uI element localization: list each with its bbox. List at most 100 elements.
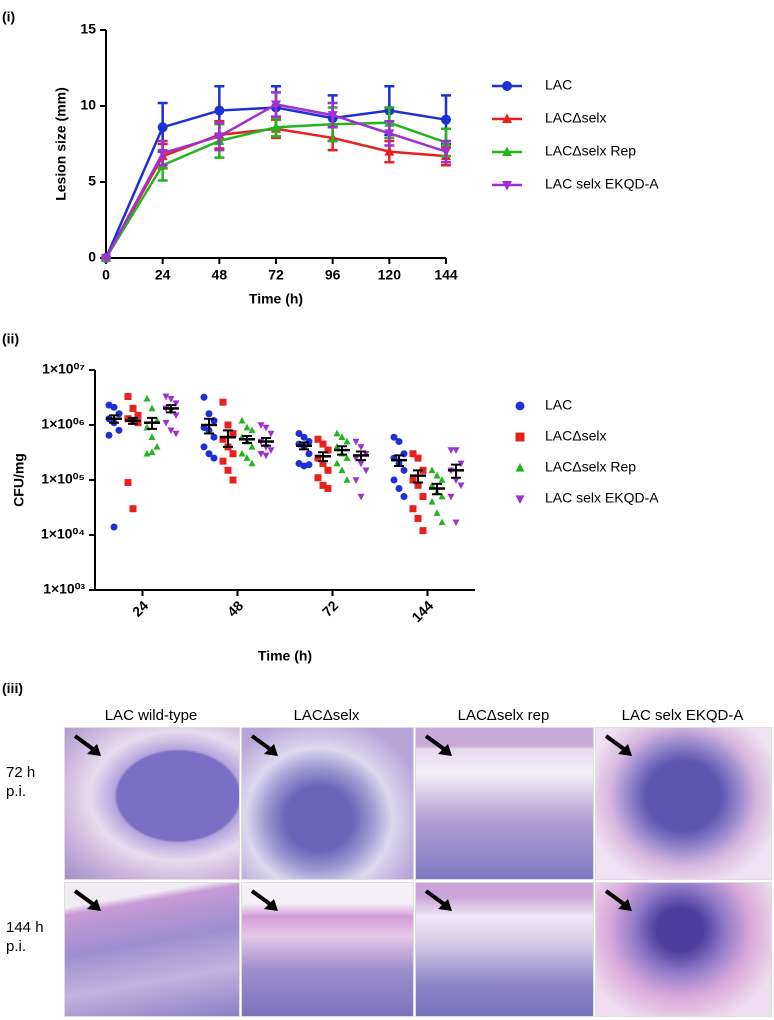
x-tick-label: 48 xyxy=(224,597,246,619)
marker xyxy=(305,450,313,458)
marker xyxy=(224,466,232,474)
marker xyxy=(105,431,113,439)
error-bar xyxy=(128,416,138,425)
marker xyxy=(314,474,322,482)
marker xyxy=(357,460,365,468)
marker xyxy=(271,121,281,132)
x-tick-label: 120 xyxy=(378,267,402,283)
marker xyxy=(452,477,460,484)
marker xyxy=(162,419,170,427)
column-header: LACΔselx xyxy=(293,707,360,724)
marker xyxy=(419,493,427,501)
marker xyxy=(327,111,338,121)
marker xyxy=(229,430,237,438)
marker xyxy=(324,466,332,474)
marker xyxy=(262,452,270,460)
arrow xyxy=(424,734,452,756)
marker xyxy=(205,410,213,418)
marker xyxy=(172,400,180,407)
marker xyxy=(324,446,332,454)
charts: (i) Lesion size (mm) Time (h) 0 24 48 72 96 120 1… xyxy=(2,9,659,664)
marker xyxy=(502,181,512,191)
y-tick-label: 15 xyxy=(80,21,96,37)
marker xyxy=(129,404,137,412)
marker xyxy=(319,459,327,467)
marker xyxy=(148,404,156,412)
micrograph xyxy=(415,882,594,1017)
marker xyxy=(110,523,118,531)
marker xyxy=(447,447,455,454)
marker xyxy=(384,146,395,156)
micrograph xyxy=(595,882,772,1017)
marker xyxy=(243,423,251,431)
marker xyxy=(248,459,256,467)
marker xyxy=(343,476,351,483)
marker xyxy=(210,433,218,441)
y-tick-label: 1×10⁰⁵ xyxy=(41,471,85,487)
marker xyxy=(167,395,175,403)
marker xyxy=(352,455,360,462)
marker xyxy=(295,430,303,438)
marker xyxy=(409,476,417,484)
marker xyxy=(438,492,446,500)
arrow xyxy=(424,889,452,911)
marker xyxy=(502,81,512,91)
y-axis-title: CFU/mg xyxy=(11,453,27,507)
marker xyxy=(153,443,161,450)
marker xyxy=(162,393,170,401)
marker xyxy=(243,454,251,461)
marker xyxy=(338,466,346,474)
marker xyxy=(157,122,168,133)
marker xyxy=(129,505,137,513)
marker xyxy=(238,416,246,424)
marker xyxy=(433,509,441,516)
x-tick-label: 48 xyxy=(212,267,228,283)
marker xyxy=(324,485,332,493)
error-bar xyxy=(261,437,271,447)
marker xyxy=(414,514,422,522)
marker xyxy=(395,485,403,493)
marker xyxy=(148,433,156,441)
marker xyxy=(441,114,451,125)
marker xyxy=(390,476,398,484)
marker xyxy=(352,438,360,446)
micrograph xyxy=(241,882,414,1017)
column-header: LAC wild-type xyxy=(104,707,198,724)
marker xyxy=(134,419,142,427)
marker xyxy=(447,493,455,501)
marker xyxy=(409,505,417,513)
column-header: LAC selx EKQD-A xyxy=(621,707,744,724)
marker xyxy=(267,447,275,454)
marker xyxy=(262,424,270,432)
marker xyxy=(515,463,525,472)
error-bar xyxy=(223,429,233,448)
marker xyxy=(248,426,256,434)
marker xyxy=(395,438,403,446)
marker xyxy=(172,430,180,438)
marker xyxy=(338,433,346,441)
error-bar xyxy=(432,482,442,496)
marker xyxy=(314,454,322,462)
marker xyxy=(314,435,322,443)
marker xyxy=(143,394,151,402)
marker xyxy=(419,527,427,535)
marker xyxy=(433,471,441,479)
marker xyxy=(428,466,436,474)
micrograph xyxy=(241,727,414,880)
marker xyxy=(438,476,446,483)
marker xyxy=(343,454,351,461)
marker xyxy=(219,457,227,465)
x-tick-label: 0 xyxy=(102,267,110,283)
error-bar xyxy=(413,469,423,484)
error-bar xyxy=(337,445,347,456)
marker xyxy=(452,447,460,454)
marker xyxy=(229,476,237,484)
marker xyxy=(110,403,118,411)
marker xyxy=(214,105,225,116)
marker xyxy=(172,412,180,420)
marker xyxy=(362,467,370,475)
marker xyxy=(214,132,225,142)
marker xyxy=(200,443,208,451)
y-tick-label: 1×10⁰⁶ xyxy=(41,416,85,432)
